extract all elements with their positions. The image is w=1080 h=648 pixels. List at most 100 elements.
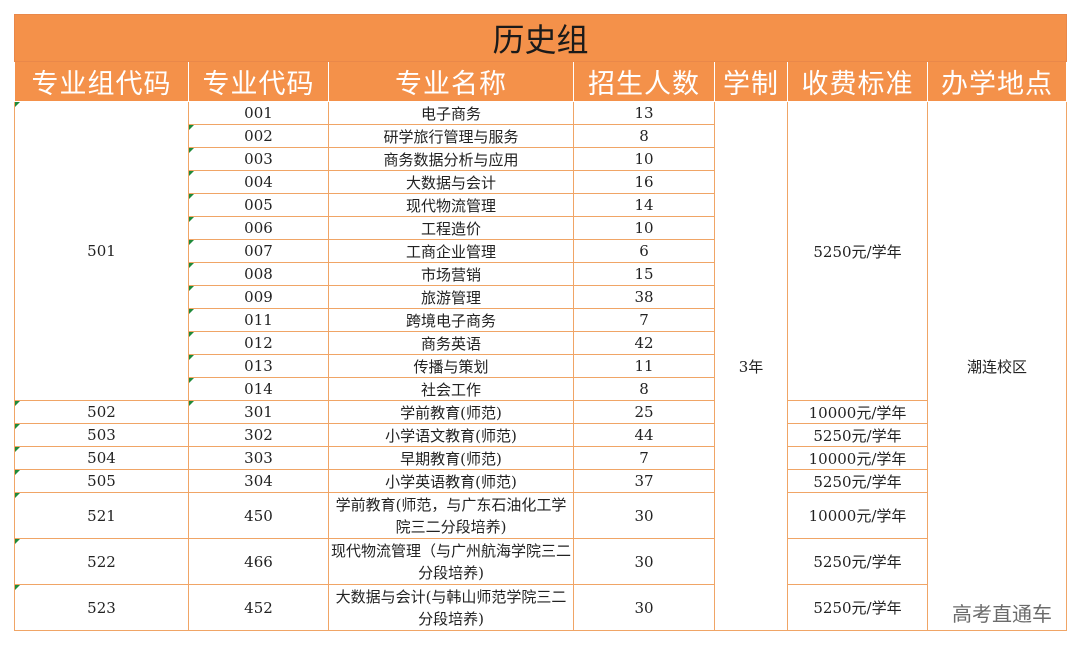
table-row: 505 304 小学英语教育(师范) 37 5250元/学年 — [14, 469, 1067, 493]
enrollment-cell: 44 — [573, 423, 715, 447]
group-code-cell: 502 — [14, 400, 189, 424]
enrollment-cell: 42 — [573, 331, 715, 355]
enrollment-cell: 30 — [573, 538, 715, 585]
major-name-cell: 电子商务 — [328, 101, 574, 125]
location-cell: 潮连校区 — [927, 101, 1067, 631]
enrollment-cell: 8 — [573, 124, 715, 148]
major-name-cell: 现代物流管理 — [328, 193, 574, 217]
major-name-cell: 社会工作 — [328, 377, 574, 401]
table-row: 504 303 早期教育(师范) 7 10000元/学年 — [14, 446, 1067, 470]
fee-cell: 5250元/学年 — [787, 584, 928, 631]
table-title: 历史组 — [14, 14, 1067, 62]
enrollment-cell: 13 — [573, 101, 715, 125]
header-location: 办学地点 — [927, 61, 1067, 102]
table-row: 009 旅游管理 38 — [15, 285, 1067, 309]
enrollment-table: 历史组 专业组代码 专业代码 专业名称 招生人数 学制 收费标准 办学地点 50… — [14, 14, 1067, 631]
header-group-code: 专业组代码 — [14, 61, 189, 102]
header-major-code: 专业代码 — [188, 61, 329, 102]
table-row: 522 466 现代物流管理（与广州航海学院三二分段培养) 30 5250元/学… — [14, 538, 1067, 585]
enrollment-cell: 11 — [573, 354, 715, 378]
group-code-cell: 505 — [14, 469, 189, 493]
group-code-cell: 503 — [14, 423, 189, 447]
fee-cell: 5250元/学年 — [787, 423, 928, 447]
header-fee: 收费标准 — [787, 61, 928, 102]
major-code-cell: 004 — [188, 170, 329, 194]
major-name-cell: 小学英语教育(师范) — [328, 469, 574, 493]
major-name-cell: 小学语文教育(师范) — [328, 423, 574, 447]
header-duration: 学制 — [714, 61, 788, 102]
enrollment-cell: 10 — [573, 216, 715, 240]
enrollment-cell: 15 — [573, 262, 715, 286]
major-name-cell: 大数据与会计 — [328, 170, 574, 194]
major-code-cell: 006 — [188, 216, 329, 240]
table-row: 006 工程造价 10 — [15, 216, 1067, 240]
table-row: 002 研学旅行管理与服务 8 — [15, 124, 1067, 148]
enrollment-cell: 8 — [573, 377, 715, 401]
group-code-cell: 522 — [14, 538, 189, 585]
duration-cell: 3年 — [714, 101, 788, 631]
major-code-cell: 003 — [188, 147, 329, 171]
major-code-cell: 013 — [188, 354, 329, 378]
major-name-cell: 学前教育(师范) — [328, 400, 574, 424]
major-code-cell: 007 — [188, 239, 329, 263]
fee-cell: 10000元/学年 — [787, 492, 928, 539]
major-name-cell: 传播与策划 — [328, 354, 574, 378]
major-code-cell: 304 — [188, 469, 329, 493]
enrollment-cell: 30 — [573, 584, 715, 631]
table-row: 501 001 电子商务 13 3年 5250元/学年 潮连校区 — [14, 101, 1067, 631]
table-row: 521 450 学前教育(师范，与广东石油化工学院三二分段培养) 30 1000… — [14, 492, 1067, 539]
enrollment-cell: 6 — [573, 239, 715, 263]
fee-cell: 5250元/学年 — [787, 101, 928, 401]
major-code-cell: 005 — [188, 193, 329, 217]
major-name-cell: 商务数据分析与应用 — [328, 147, 574, 171]
enrollment-cell: 30 — [573, 492, 715, 539]
group-code-cell: 501 — [14, 101, 189, 401]
major-name-cell: 学前教育(师范，与广东石油化工学院三二分段培养) — [328, 492, 574, 539]
major-code-cell: 466 — [188, 538, 329, 585]
table-row: 523 452 大数据与会计(与韩山师范学院三二分段培养) 30 5250元/学… — [14, 584, 1067, 631]
group-code-cell: 523 — [14, 584, 189, 631]
table-row: 011 跨境电子商务 7 — [15, 308, 1067, 332]
table-row: 005 现代物流管理 14 — [15, 193, 1067, 217]
major-code-cell: 301 — [188, 400, 329, 424]
enrollment-cell: 7 — [573, 446, 715, 470]
fee-cell: 10000元/学年 — [787, 400, 928, 424]
table-row: 008 市场营销 15 — [15, 262, 1067, 286]
watermark: 高考直通车 — [952, 602, 1052, 626]
fee-cell: 5250元/学年 — [787, 469, 928, 493]
fee-cell: 10000元/学年 — [787, 446, 928, 470]
header-major-name: 专业名称 — [328, 61, 574, 102]
major-name-cell: 跨境电子商务 — [328, 308, 574, 332]
enrollment-cell: 7 — [573, 308, 715, 332]
major-code-cell: 302 — [188, 423, 329, 447]
enrollment-cell: 16 — [573, 170, 715, 194]
major-name-cell: 商务英语 — [328, 331, 574, 355]
header-enrollment: 招生人数 — [573, 61, 715, 102]
major-code-cell: 452 — [188, 584, 329, 631]
major-name-cell: 工商企业管理 — [328, 239, 574, 263]
enrollment-cell: 25 — [573, 400, 715, 424]
title-row: 历史组 — [14, 14, 1067, 62]
major-name-cell: 大数据与会计(与韩山师范学院三二分段培养) — [328, 584, 574, 631]
major-name-cell: 早期教育(师范) — [328, 446, 574, 470]
major-name-cell: 旅游管理 — [328, 285, 574, 309]
table-row: 004 大数据与会计 16 — [15, 170, 1067, 194]
major-code-cell: 303 — [188, 446, 329, 470]
major-code-cell: 011 — [188, 308, 329, 332]
enrollment-cell: 10 — [573, 147, 715, 171]
major-code-cell: 008 — [188, 262, 329, 286]
table-row: 012 商务英语 42 — [15, 331, 1067, 355]
header-row: 专业组代码 专业代码 专业名称 招生人数 学制 收费标准 办学地点 — [14, 61, 1067, 102]
enrollment-cell: 14 — [573, 193, 715, 217]
group-code-cell: 504 — [14, 446, 189, 470]
table-row: 502 301 学前教育(师范) 25 10000元/学年 — [14, 400, 1067, 424]
major-code-cell: 014 — [188, 377, 329, 401]
fee-cell: 5250元/学年 — [787, 538, 928, 585]
table-row: 007 工商企业管理 6 — [15, 239, 1067, 263]
major-name-cell: 市场营销 — [328, 262, 574, 286]
major-code-cell: 012 — [188, 331, 329, 355]
major-code-cell: 009 — [188, 285, 329, 309]
table-row: 503 302 小学语文教育(师范) 44 5250元/学年 — [14, 423, 1067, 447]
major-name-cell: 现代物流管理（与广州航海学院三二分段培养) — [328, 538, 574, 585]
major-code-cell: 450 — [188, 492, 329, 539]
